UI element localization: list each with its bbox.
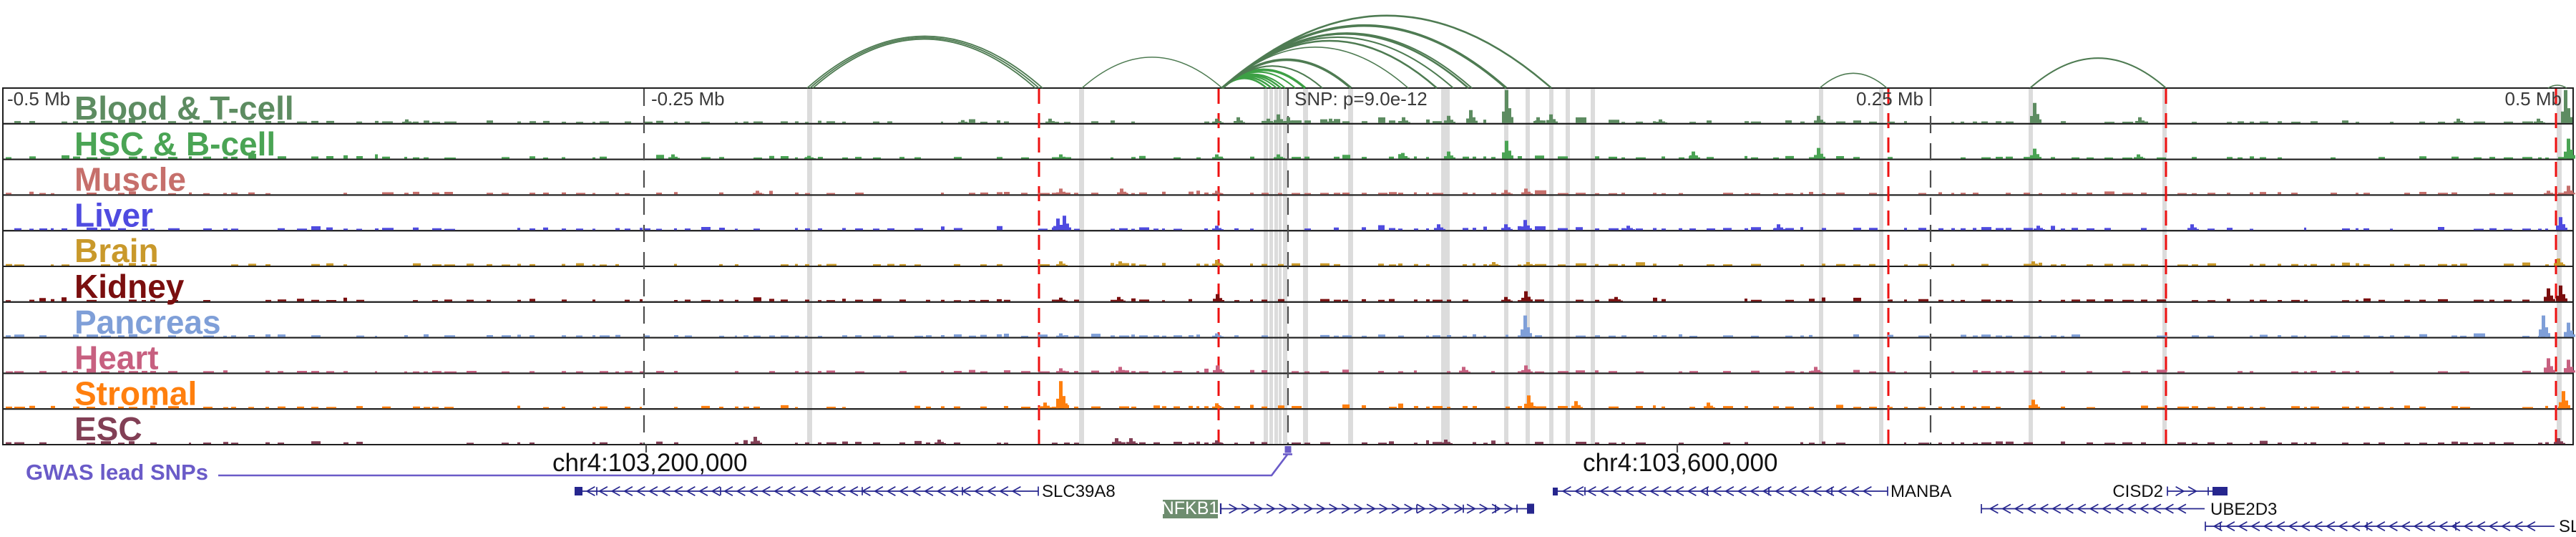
svg-text:-0.5 Mb: -0.5 Mb	[7, 88, 70, 110]
svg-text:UBE2D3: UBE2D3	[2210, 500, 2277, 519]
svg-text:Stromal: Stromal	[74, 374, 197, 412]
svg-text:Brain: Brain	[74, 232, 159, 269]
svg-text:chr4:103,200,000: chr4:103,200,000	[552, 449, 747, 477]
svg-text:-0.25 Mb: -0.25 Mb	[651, 88, 725, 110]
svg-text:Heart: Heart	[74, 339, 159, 377]
svg-text:SLC39A8: SLC39A8	[1042, 482, 1116, 501]
svg-text:HSC & B-cell: HSC & B-cell	[74, 125, 275, 163]
svg-text:Kidney: Kidney	[74, 268, 185, 305]
svg-text:0.25 Mb: 0.25 Mb	[1856, 88, 1923, 110]
svg-text:Pancreas: Pancreas	[74, 304, 221, 341]
svg-text:NFKB1: NFKB1	[1161, 498, 1219, 518]
svg-text:chr4:103,600,000: chr4:103,600,000	[1583, 449, 1777, 477]
svg-text:Liver: Liver	[74, 196, 153, 233]
svg-text:MANBA: MANBA	[1890, 482, 1951, 501]
svg-text:SNP: p=9.0e-12: SNP: p=9.0e-12	[1294, 88, 1428, 110]
svg-text:Blood & T-cell: Blood & T-cell	[74, 90, 294, 127]
svg-text:0.5 Mb: 0.5 Mb	[2505, 88, 2562, 110]
svg-text:Muscle: Muscle	[74, 161, 186, 198]
svg-text:SL: SL	[2559, 517, 2576, 536]
svg-text:CISD2: CISD2	[2112, 482, 2163, 501]
svg-text:ESC: ESC	[74, 410, 142, 448]
svg-text:GWAS lead SNPs: GWAS lead SNPs	[26, 460, 208, 485]
